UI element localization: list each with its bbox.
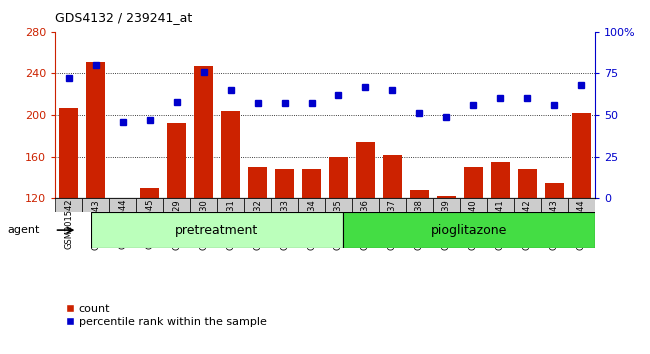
Text: GSM201842: GSM201842 (523, 199, 532, 250)
Bar (541, 198, 568, 212)
Bar (572, 113, 591, 198)
Bar (109, 198, 136, 212)
Bar (271, 198, 298, 212)
Text: GSM201844: GSM201844 (577, 199, 586, 250)
Bar (244, 198, 271, 212)
Bar (437, 196, 456, 198)
Text: GSM201545: GSM201545 (145, 199, 154, 250)
Bar (140, 188, 159, 198)
Bar (383, 155, 402, 198)
Bar (221, 111, 240, 198)
Bar (217, 198, 244, 212)
Bar (167, 124, 186, 198)
Text: GSM201833: GSM201833 (280, 199, 289, 250)
Text: GSM201836: GSM201836 (361, 199, 370, 250)
Bar (460, 198, 487, 212)
Bar (325, 198, 352, 212)
Text: GSM201829: GSM201829 (172, 199, 181, 250)
Text: GSM201843: GSM201843 (550, 199, 559, 250)
Text: pioglitazone: pioglitazone (430, 224, 507, 236)
Bar (514, 198, 541, 212)
Bar (464, 167, 483, 198)
Bar (248, 167, 267, 198)
Bar (545, 183, 564, 198)
Text: GSM201830: GSM201830 (199, 199, 208, 250)
Bar (406, 198, 433, 212)
Bar (410, 190, 429, 198)
Bar (379, 198, 406, 212)
Text: GSM201831: GSM201831 (226, 199, 235, 250)
Bar (298, 198, 325, 212)
Bar (194, 66, 213, 198)
Bar (433, 198, 460, 212)
Bar (82, 198, 109, 212)
Text: GSM201841: GSM201841 (496, 199, 505, 250)
Text: GSM201832: GSM201832 (253, 199, 262, 250)
Bar (91, 212, 343, 248)
Bar (190, 198, 217, 212)
Bar (275, 169, 294, 198)
Bar (352, 198, 379, 212)
Bar (356, 142, 375, 198)
Text: GSM201837: GSM201837 (388, 199, 397, 250)
Text: GSM201840: GSM201840 (469, 199, 478, 250)
Text: GSM201544: GSM201544 (118, 199, 127, 250)
Text: pretreatment: pretreatment (176, 224, 259, 236)
Text: GSM201839: GSM201839 (442, 199, 451, 250)
Bar (329, 156, 348, 198)
Bar (163, 198, 190, 212)
Bar (487, 198, 514, 212)
Bar (136, 198, 163, 212)
Legend: count, percentile rank within the sample: count, percentile rank within the sample (61, 299, 271, 332)
Bar (59, 108, 78, 198)
Bar (343, 212, 595, 248)
Bar (302, 169, 321, 198)
Bar (568, 198, 595, 212)
Bar (518, 169, 537, 198)
Text: GDS4132 / 239241_at: GDS4132 / 239241_at (55, 11, 192, 24)
Text: GSM201543: GSM201543 (91, 199, 100, 250)
Text: GSM201542: GSM201542 (64, 199, 73, 250)
Text: GSM201835: GSM201835 (334, 199, 343, 250)
Bar (491, 162, 510, 198)
Bar (55, 198, 83, 212)
Text: GSM201838: GSM201838 (415, 199, 424, 250)
Text: GSM201834: GSM201834 (307, 199, 316, 250)
Text: agent: agent (7, 225, 40, 235)
Bar (86, 62, 105, 198)
